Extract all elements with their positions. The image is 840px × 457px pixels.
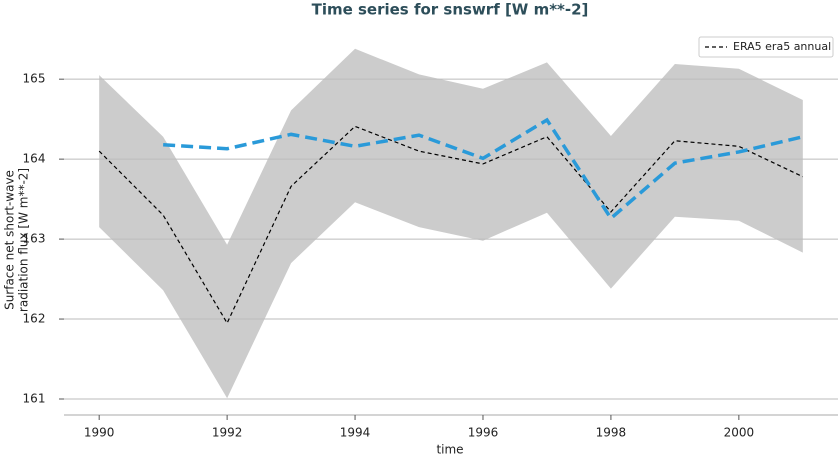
x-axis-label: time [436,443,463,457]
y-tick-label: 162 [23,312,46,326]
y-tick-label: 164 [23,152,46,166]
x-tick-label: 1996 [468,426,499,440]
y-axis-label: radiation flux [W m**-2] [17,168,31,312]
x-tick-label: 1994 [340,426,371,440]
x-tick-label: 1990 [84,426,115,440]
legend-label: ERA5 era5 annual [733,40,831,53]
x-tick-label: 2000 [724,426,755,440]
series-line [98,125,804,325]
x-tick-label: 1998 [596,426,627,440]
y-axis-label: Surface net short-wave [3,170,17,310]
y-tick-label: 163 [23,232,46,246]
legend-box [698,36,834,58]
x-tick-label: 1992 [212,426,243,440]
series-line [163,117,804,221]
y-tick-label: 161 [23,392,46,406]
spread-band [99,48,803,399]
y-tick-label: 165 [23,72,46,86]
legend: ERA5 era5 annual [698,36,834,58]
chart-title: Time series for snswrf [W m**-2] [312,1,589,19]
